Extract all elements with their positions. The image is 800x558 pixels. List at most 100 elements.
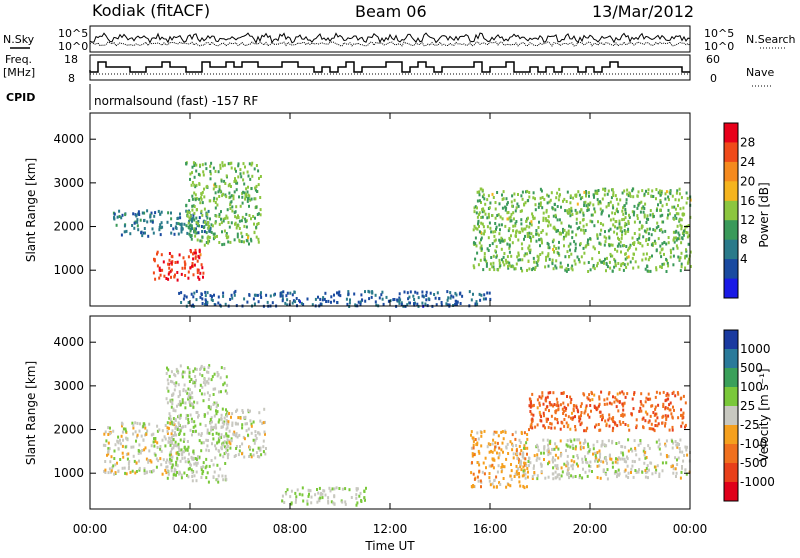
echo-cell: [618, 222, 621, 226]
echo-cell: [263, 430, 266, 434]
echo-cell: [488, 479, 491, 483]
echo-cell: [190, 378, 193, 381]
echo-cell: [645, 238, 648, 241]
echo-cell: [260, 453, 263, 457]
echo-cell: [188, 371, 191, 375]
echo-cell: [223, 420, 226, 424]
echo-cell: [200, 433, 203, 437]
echo-cell: [559, 193, 561, 197]
echo-cell: [186, 414, 189, 418]
echo-cell: [659, 251, 662, 255]
echo-cell: [180, 476, 183, 480]
echo-cell: [551, 240, 554, 244]
echo-cell: [530, 239, 532, 243]
echo-cell: [597, 189, 600, 192]
echo-cell: [547, 224, 549, 228]
echo-cell: [187, 445, 190, 449]
echo-cell: [674, 207, 677, 211]
echo-cell: [543, 458, 545, 461]
echo-cell: [235, 169, 237, 173]
echo-cell: [226, 410, 229, 414]
echo-cell: [661, 247, 664, 251]
echo-cell: [478, 224, 480, 228]
echo-cell: [178, 423, 181, 427]
echo-cell: [194, 255, 197, 259]
echo-cell: [513, 267, 516, 271]
echo-cell: [675, 238, 678, 242]
echo-cell: [215, 409, 217, 413]
echo-cell: [608, 260, 611, 264]
echo-cell: [612, 206, 615, 210]
echo-cell: [219, 376, 222, 380]
echo-cell: [264, 452, 267, 456]
echo-cell: [563, 235, 565, 239]
echo-cell: [193, 291, 196, 295]
echo-cell: [677, 237, 679, 241]
echo-cell: [170, 453, 173, 457]
echo-cell: [226, 434, 229, 438]
echo-cell: [644, 469, 647, 472]
echo-cell: [246, 239, 249, 243]
echo-cell: [650, 422, 653, 426]
echo-cell: [241, 215, 244, 219]
echo-cell: [210, 223, 213, 227]
echo-cell: [622, 402, 625, 406]
echo-cell: [599, 428, 602, 432]
echo-cell: [624, 232, 627, 236]
echo-cell: [161, 268, 164, 272]
echo-cell: [360, 293, 363, 297]
echo-cell: [137, 228, 140, 232]
echo-cell: [225, 195, 228, 199]
freq-tick-top: 18: [64, 53, 78, 66]
echo-cell: [534, 197, 536, 201]
echo-cell: [487, 212, 490, 216]
echo-cell: [193, 191, 196, 195]
echo-cell: [679, 223, 682, 227]
echo-cell: [517, 467, 520, 471]
echo-cell: [237, 224, 240, 228]
echo-cell: [573, 240, 576, 244]
echo-cell: [269, 294, 272, 298]
echo-cell: [148, 422, 151, 426]
echo-cell: [175, 451, 178, 455]
echo-cell: [165, 277, 168, 280]
echo-cell: [174, 444, 177, 447]
echo-cell: [302, 499, 305, 503]
echo-cell: [521, 190, 524, 194]
echo-cell: [547, 447, 550, 451]
echo-cell: [520, 227, 523, 231]
echo-cell: [195, 163, 198, 167]
echo-cell: [521, 229, 524, 233]
echo-cell: [658, 191, 661, 195]
echo-cell: [514, 209, 517, 213]
echo-cell: [434, 296, 437, 300]
echo-cell: [624, 252, 627, 256]
echo-cell: [226, 236, 229, 240]
echo-cell: [416, 302, 419, 306]
echo-cell: [674, 230, 677, 234]
echo-cell: [636, 217, 639, 220]
echo-cell: [553, 447, 556, 451]
echo-cell: [599, 414, 602, 418]
echo-cell: [628, 245, 631, 249]
echo-cell: [207, 366, 210, 370]
echo-cell: [601, 197, 604, 201]
echo-cell: [224, 389, 227, 393]
echo-cell: [181, 401, 184, 405]
echo-cell: [648, 468, 650, 472]
echo-cell: [623, 413, 626, 417]
echo-cell: [637, 190, 640, 194]
echo-cell: [107, 449, 110, 453]
echo-cell: [320, 491, 323, 495]
freq-unit-label: [MHz]: [3, 66, 35, 79]
echo-cell: [158, 428, 161, 432]
echo-cell: [206, 431, 209, 435]
echo-cell: [542, 411, 545, 415]
echo-cell: [680, 413, 682, 417]
echo-cell: [187, 255, 190, 259]
echo-cell: [166, 426, 169, 430]
echo-cell: [446, 303, 449, 307]
echo-cell: [655, 468, 658, 472]
echo-cell: [185, 203, 188, 207]
